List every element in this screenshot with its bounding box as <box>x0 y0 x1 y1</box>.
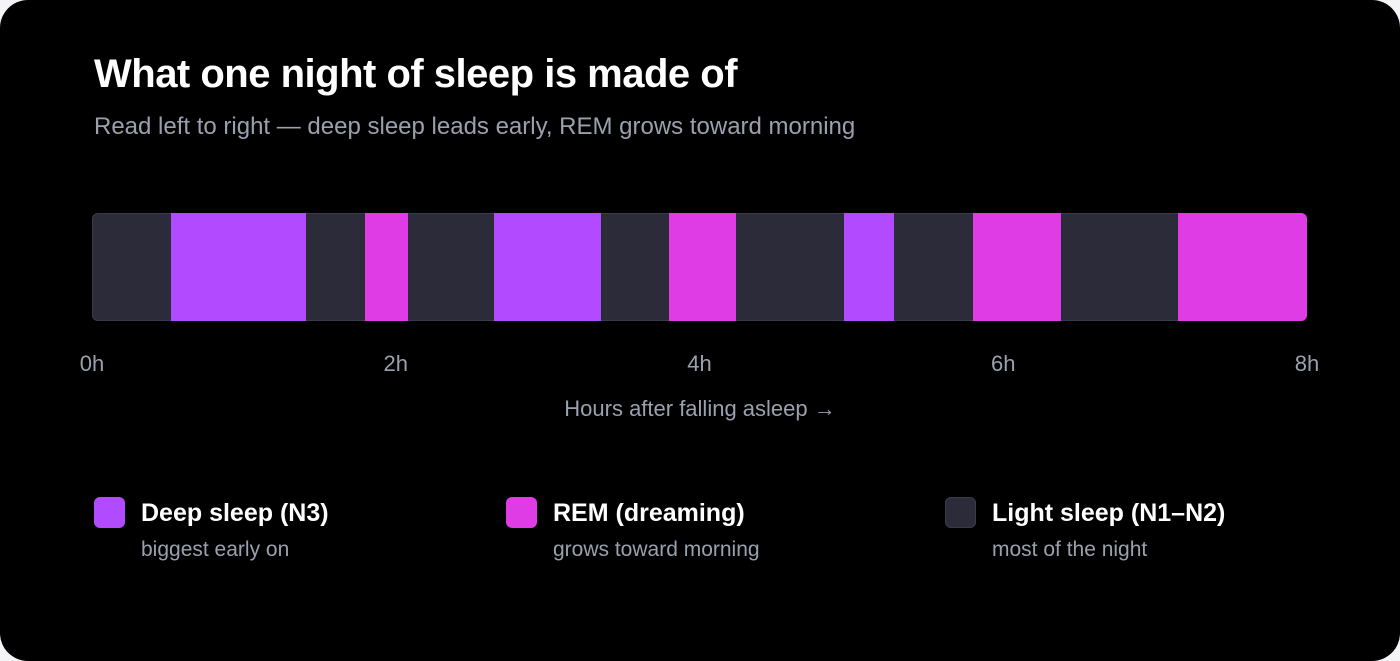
x-tick-label-4h: 4h <box>687 351 712 376</box>
legend-desc-light: most of the night <box>992 538 1148 561</box>
chart-subtitle: Read left to right — deep sleep leads ea… <box>94 113 856 140</box>
legend-swatch-deep <box>94 497 125 528</box>
segment-rem-13 <box>1177 213 1307 321</box>
legend-name-light: Light sleep (N1–N2) <box>992 499 1226 527</box>
segment-deep-9 <box>843 213 894 321</box>
segment-rem-11 <box>972 213 1061 321</box>
x-tick-label-8h: 8h <box>1294 351 1320 376</box>
x-tick-label-6h: 6h <box>991 351 1016 376</box>
x-tick-label-0h: 0h <box>79 351 105 376</box>
legend-swatch-rem <box>506 497 537 528</box>
legend-desc-deep: biggest early on <box>141 538 290 561</box>
sleep-timeline <box>92 213 1307 321</box>
legend-swatch-light <box>945 497 976 528</box>
x-tick-label-2h: 2h <box>383 351 408 376</box>
x-axis-label: Hours after falling asleep → <box>564 396 836 421</box>
chart-title: What one night of sleep is made of <box>94 52 738 96</box>
legend-name-rem: REM (dreaming) <box>553 499 745 527</box>
segment-deep-1 <box>170 213 307 321</box>
segment-deep-5 <box>494 213 601 321</box>
segment-rem-3 <box>365 213 408 321</box>
segment-rem-7 <box>669 213 736 321</box>
legend-desc-rem: grows toward morning <box>553 538 760 561</box>
legend-name-deep: Deep sleep (N3) <box>141 499 329 527</box>
